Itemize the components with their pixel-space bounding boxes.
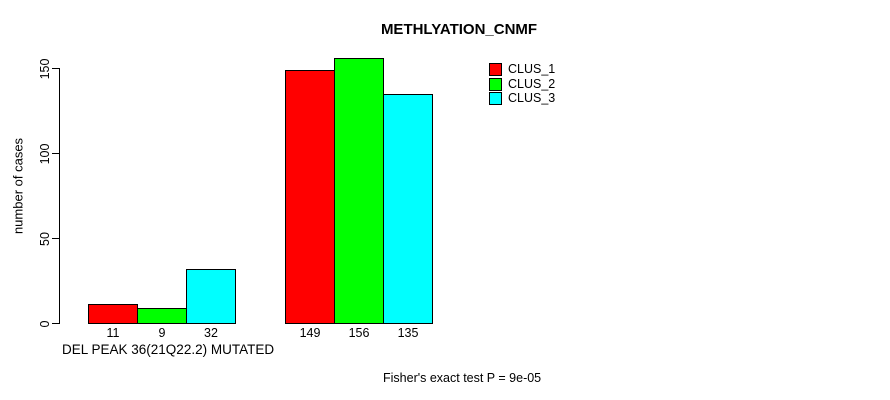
y-tick	[52, 238, 59, 239]
y-axis-label: number of cases	[10, 137, 26, 235]
bar-value-label: 9	[158, 326, 166, 340]
legend-swatch-clus_3	[489, 92, 502, 106]
bar-clus_1-group1	[88, 304, 138, 324]
bar-clus_3-group2	[383, 93, 433, 324]
bar-clus_1-group2	[285, 69, 335, 324]
bar-value-label: 32	[204, 326, 218, 340]
legend-label-clus_2: CLUS_2	[508, 76, 556, 91]
bar-value-label: 149	[299, 326, 321, 340]
bar-clus_2-group2	[334, 57, 384, 324]
y-axis	[59, 68, 60, 324]
legend-swatch-clus_2	[489, 77, 502, 91]
y-tick	[52, 68, 59, 69]
y-tick	[52, 153, 59, 154]
bar-clus_2-group1	[137, 307, 187, 324]
legend-label-clus_3: CLUS_3	[508, 91, 556, 106]
y-tick-label: 150	[38, 58, 52, 79]
bar-value-label: 135	[397, 326, 419, 340]
bar-value-label: 156	[348, 326, 370, 340]
y-tick-label: 0	[38, 320, 52, 327]
legend-swatch-clus_1	[489, 63, 502, 76]
y-tick	[52, 323, 59, 324]
y-tick-label: 50	[38, 231, 52, 246]
legend-label-clus_1: CLUS_1	[508, 62, 556, 76]
annotation-fisher-test: Fisher's exact test P = 9e-05	[383, 371, 542, 385]
y-tick-label: 100	[38, 143, 52, 164]
chart-title: METHLYATION_CNMF	[380, 21, 538, 38]
bar-value-label: 11	[106, 326, 120, 340]
x-axis-label: DEL PEAK 36(21Q22.2) MUTATED	[62, 342, 275, 357]
bar-clus_3-group1	[186, 268, 236, 324]
